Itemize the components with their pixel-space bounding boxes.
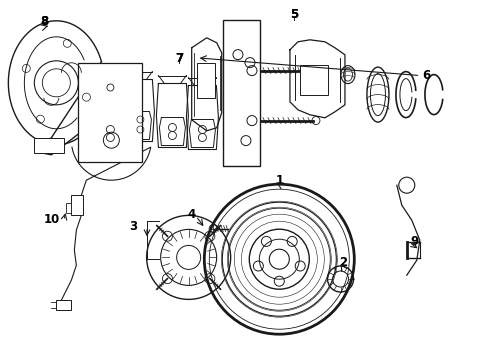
Bar <box>196 63 215 98</box>
Text: 8: 8 <box>40 15 48 28</box>
Text: 5: 5 <box>290 8 298 21</box>
Text: 1: 1 <box>275 174 283 186</box>
Bar <box>223 20 260 166</box>
Text: 4: 4 <box>187 208 195 221</box>
Text: 3: 3 <box>129 220 137 233</box>
Bar <box>78 63 142 162</box>
Text: 5: 5 <box>290 8 298 21</box>
Text: 8: 8 <box>40 15 48 28</box>
Bar <box>72 195 83 215</box>
Text: 7: 7 <box>175 52 183 65</box>
Text: 6: 6 <box>422 69 430 82</box>
Bar <box>34 138 64 153</box>
Text: 9: 9 <box>410 235 418 248</box>
Text: 10: 10 <box>43 213 60 226</box>
Text: 7: 7 <box>175 52 183 65</box>
Bar <box>66 203 72 213</box>
Bar <box>300 65 328 95</box>
Text: 2: 2 <box>339 256 347 269</box>
Bar <box>56 300 72 310</box>
